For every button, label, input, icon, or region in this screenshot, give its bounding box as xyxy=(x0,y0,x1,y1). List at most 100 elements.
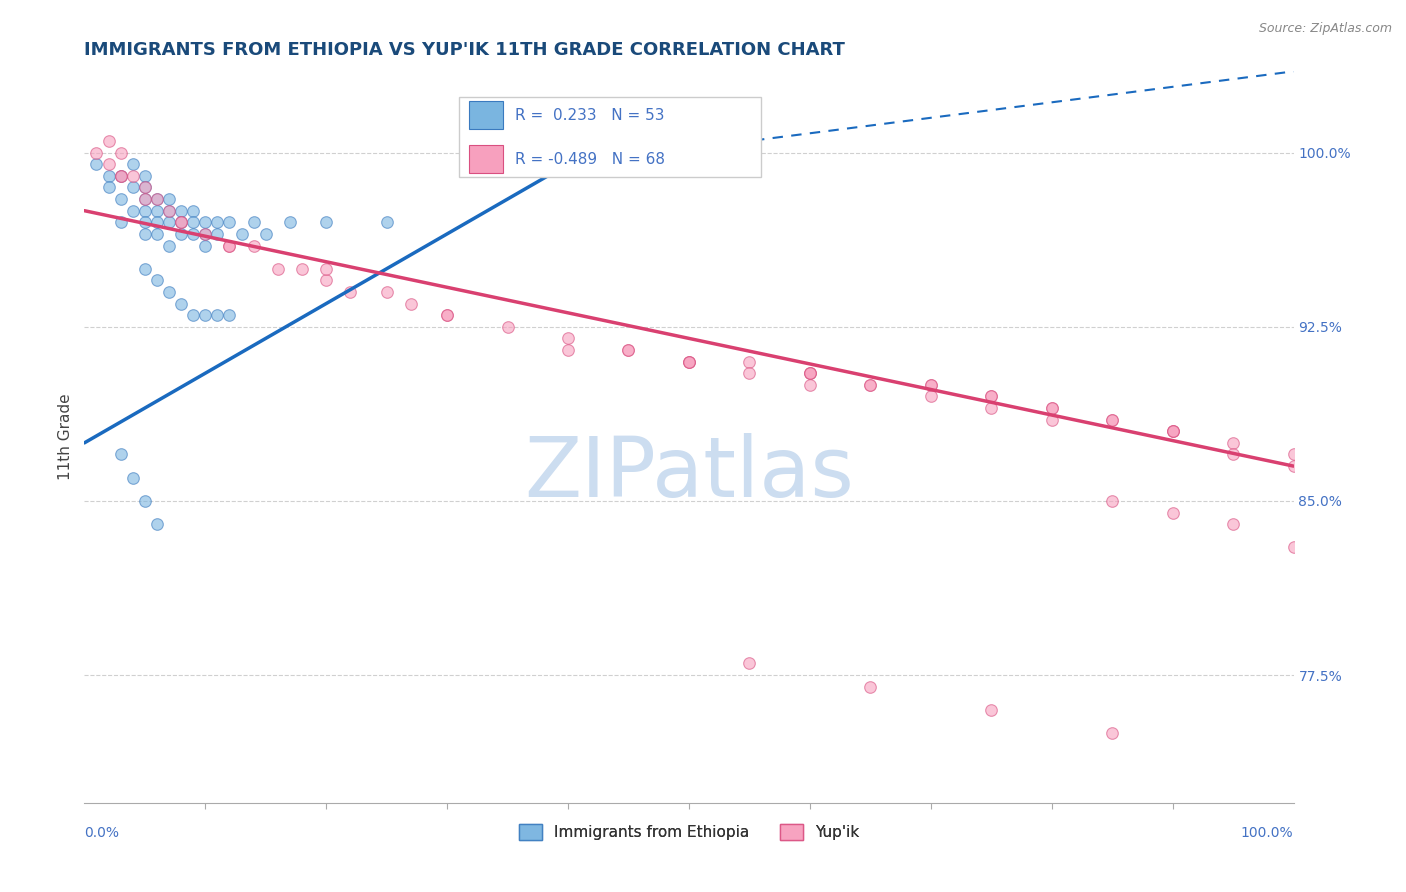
Point xyxy=(920,377,942,392)
Point xyxy=(134,227,156,241)
Point xyxy=(1222,517,1244,532)
Point xyxy=(194,227,217,241)
Point xyxy=(181,215,204,229)
Point xyxy=(859,377,882,392)
Point xyxy=(97,157,120,171)
Point xyxy=(1161,424,1184,438)
Point xyxy=(1101,726,1123,740)
Point xyxy=(1161,424,1184,438)
Point xyxy=(920,389,942,403)
Point xyxy=(181,227,204,241)
Point xyxy=(157,192,180,206)
Point xyxy=(1222,448,1244,462)
Point xyxy=(242,215,264,229)
Point xyxy=(980,401,1002,415)
Point xyxy=(1101,494,1123,508)
Point xyxy=(86,157,108,171)
Point xyxy=(110,448,132,462)
Point xyxy=(1040,401,1063,415)
Point xyxy=(738,366,761,380)
Point xyxy=(1282,448,1305,462)
FancyBboxPatch shape xyxy=(460,97,762,178)
Point xyxy=(157,203,180,218)
FancyBboxPatch shape xyxy=(468,101,503,129)
Point xyxy=(980,703,1002,717)
Point xyxy=(678,354,700,368)
Text: 0.0%: 0.0% xyxy=(84,826,120,840)
Point xyxy=(146,203,169,218)
Point xyxy=(134,215,156,229)
Point xyxy=(315,273,337,287)
Point xyxy=(678,354,700,368)
Point xyxy=(436,308,458,322)
Point xyxy=(315,261,337,276)
Point xyxy=(110,169,132,183)
Point xyxy=(110,145,132,160)
Point xyxy=(1282,459,1305,474)
Point xyxy=(181,308,204,322)
Point xyxy=(110,169,132,183)
Point xyxy=(194,308,217,322)
Point xyxy=(134,203,156,218)
Point xyxy=(170,227,193,241)
Point xyxy=(799,366,821,380)
Point xyxy=(97,169,120,183)
Text: ZIPatlas: ZIPatlas xyxy=(524,434,853,514)
Point xyxy=(121,169,143,183)
Point xyxy=(557,331,579,345)
Point xyxy=(146,215,169,229)
Text: R = -0.489   N = 68: R = -0.489 N = 68 xyxy=(515,152,665,167)
Point xyxy=(194,238,217,252)
Point xyxy=(242,238,264,252)
Point xyxy=(157,215,180,229)
Point xyxy=(267,261,290,276)
Point xyxy=(315,215,337,229)
Point xyxy=(980,389,1002,403)
Point xyxy=(254,227,277,241)
Text: IMMIGRANTS FROM ETHIOPIA VS YUP'IK 11TH GRADE CORRELATION CHART: IMMIGRANTS FROM ETHIOPIA VS YUP'IK 11TH … xyxy=(84,41,845,59)
Point xyxy=(170,215,193,229)
Point xyxy=(375,215,398,229)
Point xyxy=(738,354,761,368)
Point xyxy=(207,308,229,322)
Point xyxy=(134,192,156,206)
Point xyxy=(194,215,217,229)
Point xyxy=(157,203,180,218)
Point xyxy=(110,192,132,206)
Point xyxy=(799,366,821,380)
Point xyxy=(146,273,169,287)
Point xyxy=(738,657,761,671)
Point xyxy=(980,389,1002,403)
Point xyxy=(121,471,143,485)
Point xyxy=(436,308,458,322)
Point xyxy=(218,215,240,229)
Point xyxy=(121,180,143,194)
Point xyxy=(218,238,240,252)
Point xyxy=(799,377,821,392)
Point xyxy=(1101,412,1123,426)
Point xyxy=(134,180,156,194)
Point xyxy=(134,261,156,276)
Point xyxy=(134,180,156,194)
Point xyxy=(97,134,120,148)
Point xyxy=(110,169,132,183)
Point xyxy=(399,296,422,310)
Point xyxy=(799,366,821,380)
Point xyxy=(146,227,169,241)
Point xyxy=(86,145,108,160)
Point xyxy=(218,308,240,322)
Point xyxy=(920,377,942,392)
Point xyxy=(1040,401,1063,415)
Legend: Immigrants from Ethiopia, Yup'ik: Immigrants from Ethiopia, Yup'ik xyxy=(513,818,865,847)
Point xyxy=(231,227,253,241)
Text: 100.0%: 100.0% xyxy=(1241,826,1294,840)
Point xyxy=(170,215,193,229)
Point xyxy=(1040,412,1063,426)
Point xyxy=(859,680,882,694)
FancyBboxPatch shape xyxy=(468,145,503,173)
Point xyxy=(170,203,193,218)
Text: Source: ZipAtlas.com: Source: ZipAtlas.com xyxy=(1258,22,1392,36)
Point xyxy=(121,157,143,171)
Point xyxy=(97,180,120,194)
Point xyxy=(339,285,361,299)
